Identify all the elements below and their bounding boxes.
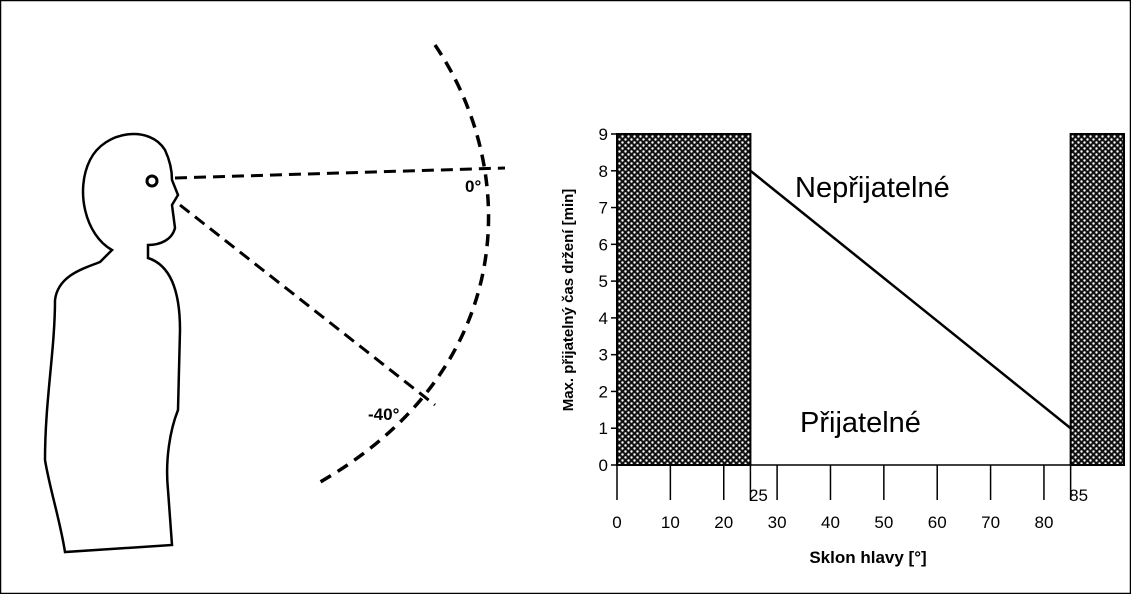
trend-line — [749, 169, 1072, 430]
y-tick-label: 0 — [599, 456, 608, 475]
y-tick-label: 4 — [599, 309, 608, 328]
angle-label: 0° — [465, 177, 481, 196]
view-arc — [314, 44, 491, 487]
unacceptable-region — [1069, 133, 1126, 466]
sight-line-0 — [174, 166, 506, 180]
sight-line-40 — [179, 203, 436, 407]
annotation: Přijatelné — [800, 407, 921, 439]
angle-label: -40° — [368, 405, 400, 424]
y-tick-label: 7 — [599, 199, 608, 218]
x-axis-title: Sklon hlavy [°] — [809, 548, 926, 567]
unacceptable-region — [616, 133, 752, 466]
x-tick-label: 60 — [928, 513, 947, 532]
person-silhouette — [43, 132, 182, 554]
y-tick-label: 3 — [599, 346, 608, 365]
x-tick-label: 50 — [874, 513, 893, 532]
y-axis-title: Max. přijatelný čas držení [min] — [560, 189, 577, 412]
x-tick-label: 0 — [612, 513, 621, 532]
x-tick-label: 80 — [1034, 513, 1053, 532]
x-tick-label: 70 — [981, 513, 1000, 532]
y-tick-label: 5 — [599, 272, 608, 291]
x-tick-label: 30 — [768, 513, 787, 532]
annotation: Nepřijatelné — [795, 172, 950, 204]
x-tick-label: 10 — [661, 513, 680, 532]
y-tick-label: 6 — [599, 235, 608, 254]
x-tick-label: 25 — [749, 486, 768, 505]
x-tick-label: 40 — [821, 513, 840, 532]
y-tick-label: 9 — [599, 125, 608, 144]
y-tick-label: 1 — [599, 419, 608, 438]
eye — [145, 174, 159, 188]
y-tick-label: 2 — [599, 382, 608, 401]
y-tick-label: 8 — [599, 162, 608, 181]
x-tick-label: 20 — [714, 513, 733, 532]
x-tick-label: 85 — [1069, 486, 1088, 505]
